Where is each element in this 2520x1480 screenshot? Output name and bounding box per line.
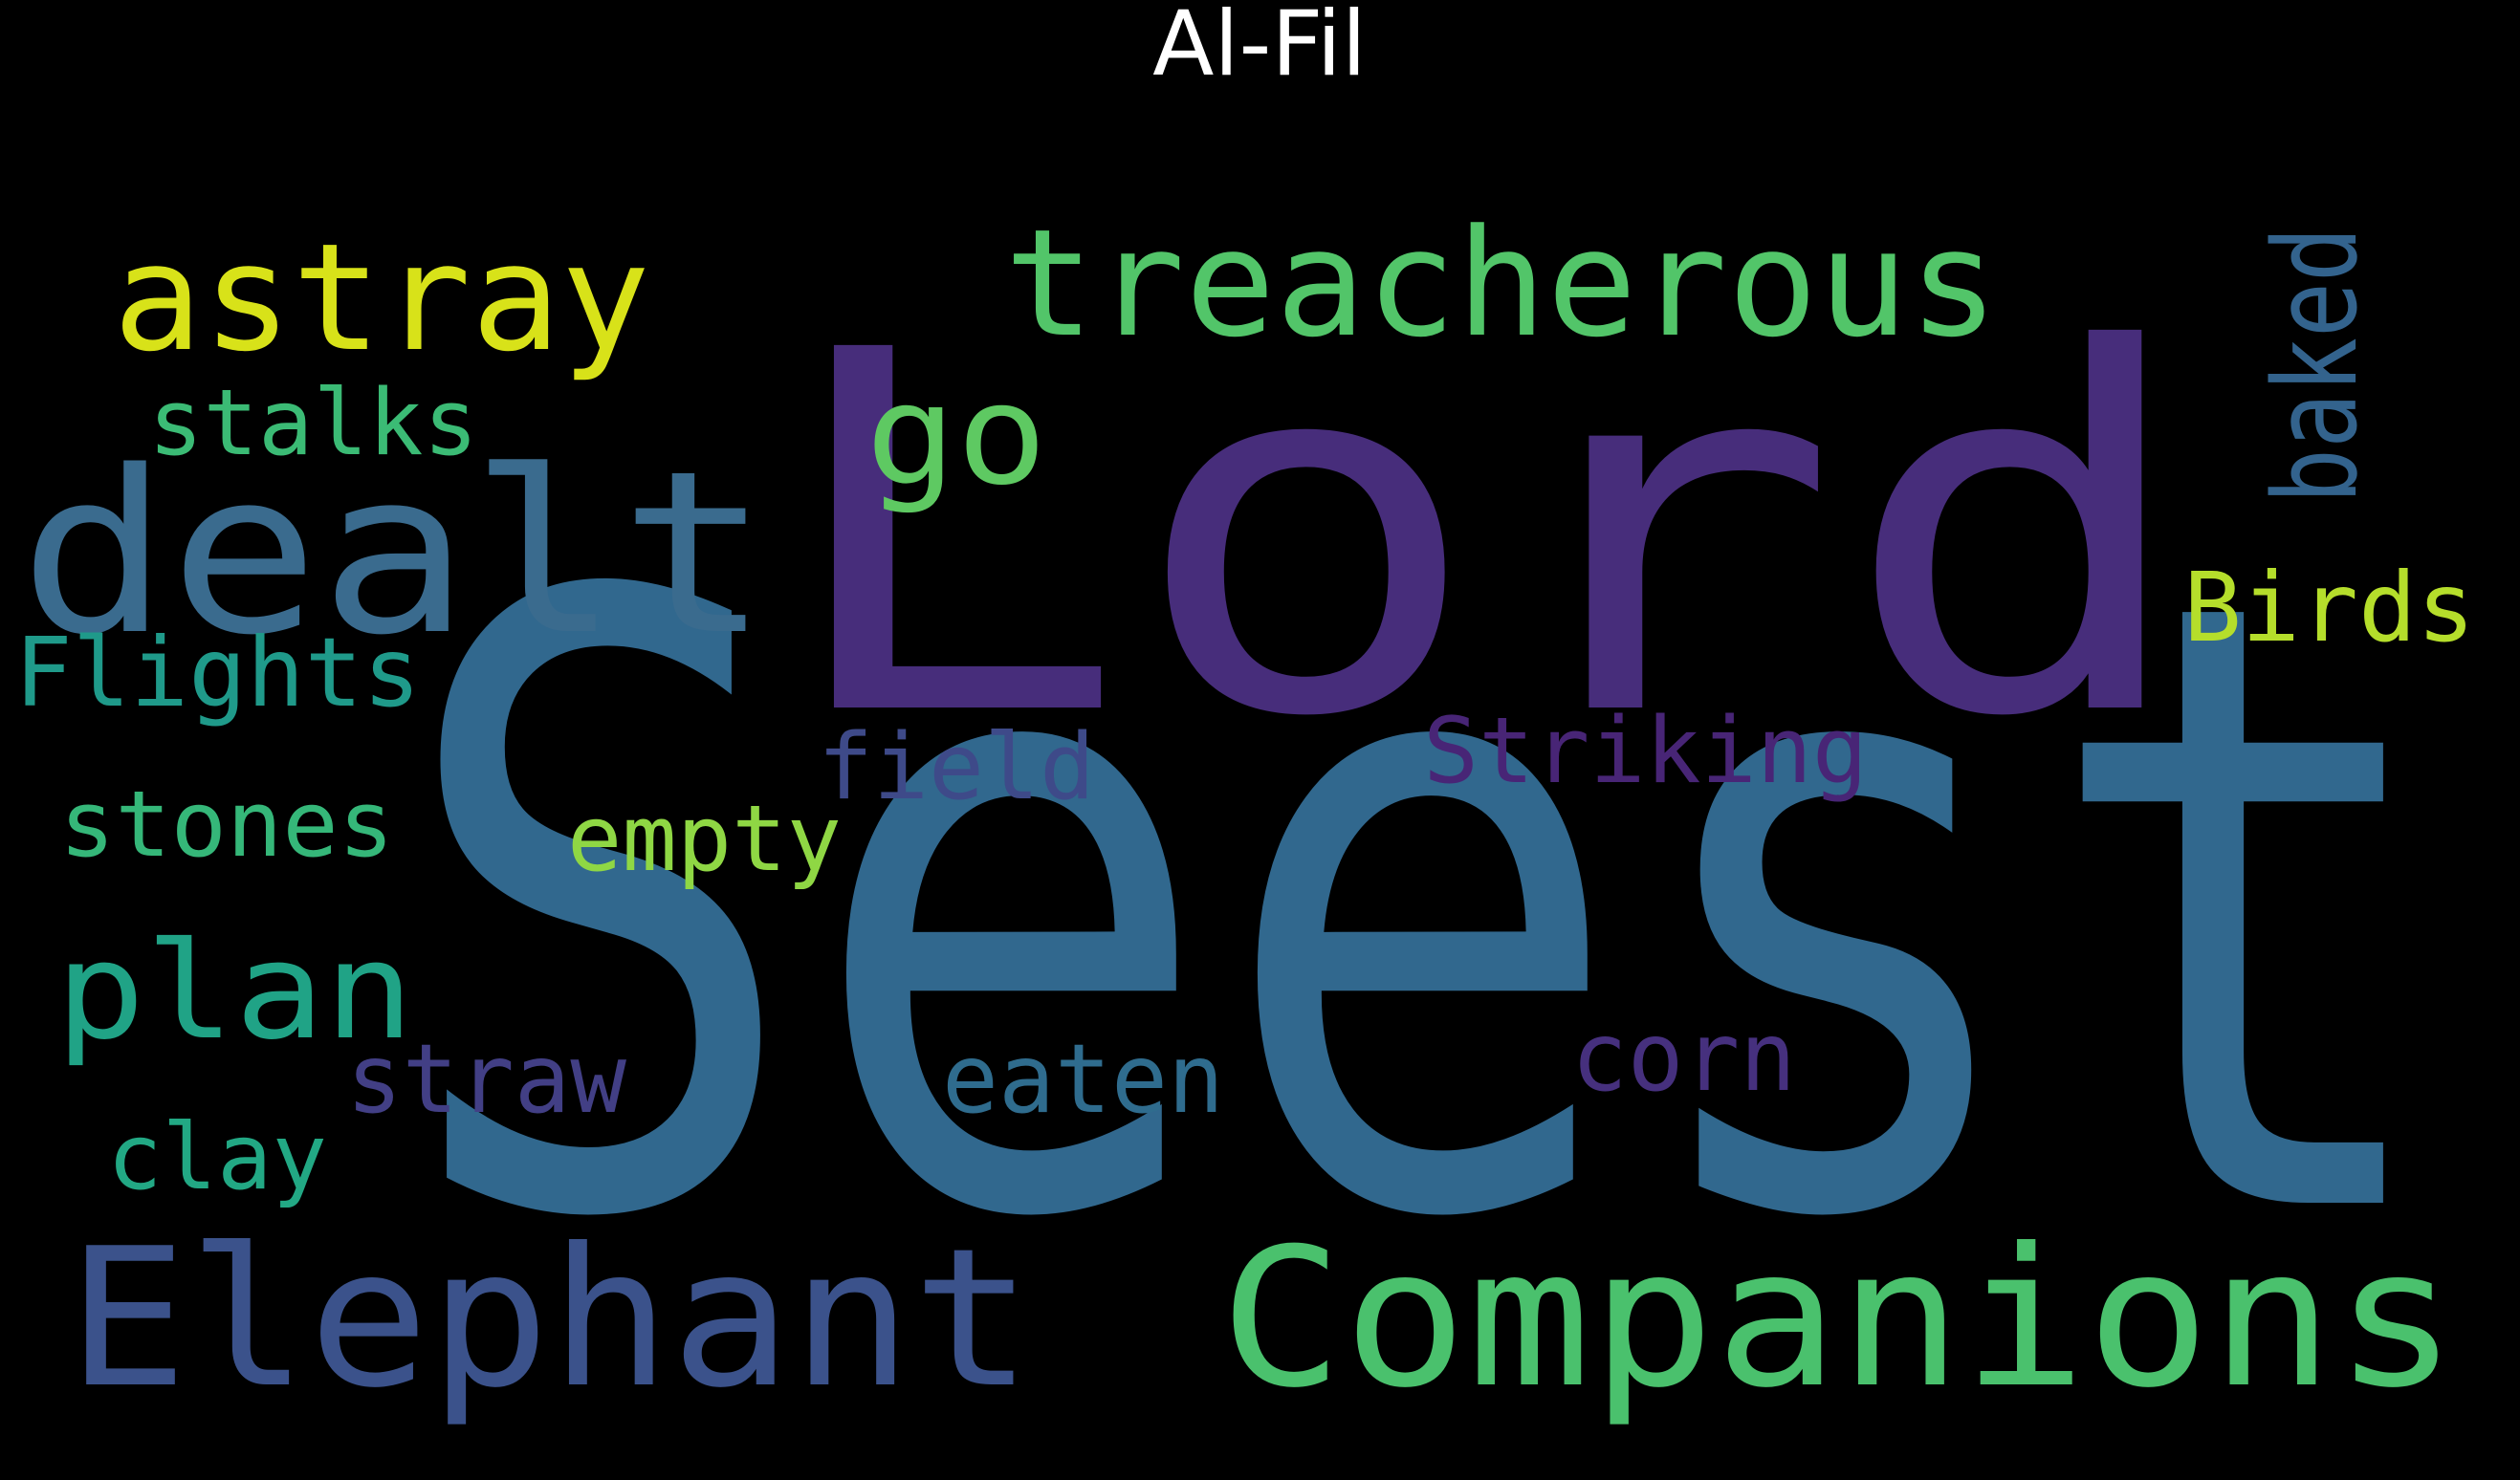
cloud-word-elephant: Elephant — [67, 1208, 1033, 1430]
cloud-word-corn: corn — [1571, 1001, 1796, 1113]
cloud-word-seest: Seest — [394, 422, 2450, 1402]
cloud-word-eaten: eaten — [942, 1023, 1224, 1135]
cloud-word-stones: stones — [59, 773, 394, 878]
cloud-word-flights: Flights — [14, 617, 421, 729]
cloud-word-stalks: stalks — [148, 371, 478, 476]
cloud-word-birds: Birds — [2183, 552, 2475, 664]
cloud-word-dealt: dealt — [19, 424, 770, 685]
cloud-word-go: go — [866, 355, 1047, 516]
cloud-word-striking: Striking — [1423, 699, 1868, 804]
cloud-word-empty: empty — [567, 787, 842, 892]
cloud-word-straw: straw — [346, 1023, 627, 1135]
cloud-word-plan: plan — [55, 914, 414, 1070]
cloud-word-treacherous: treacherous — [1004, 197, 1999, 370]
cloud-word-baked: baked — [2250, 227, 2383, 504]
cloud-title: Al-Fil — [1152, 0, 1367, 97]
cloud-word-lord: Lord — [772, 246, 2197, 825]
cloud-word-companions: Companions — [1219, 1208, 2458, 1430]
cloud-word-field: field — [818, 715, 1095, 820]
cloud-word-clay: clay — [107, 1105, 327, 1210]
cloud-word-astray: astray — [113, 211, 650, 384]
